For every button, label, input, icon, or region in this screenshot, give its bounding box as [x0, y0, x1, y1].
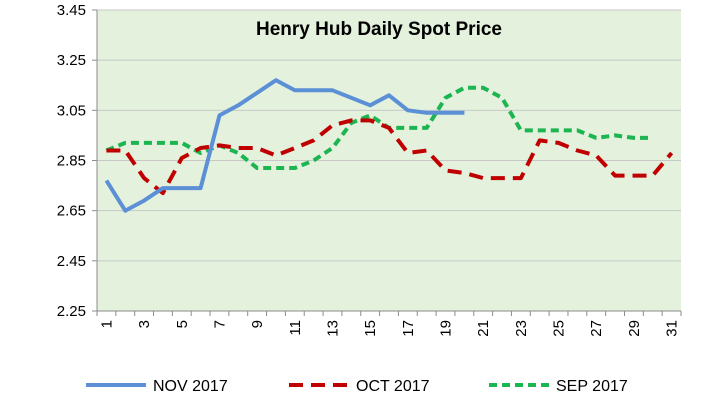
- y-tick-label: 2.85: [57, 153, 86, 170]
- y-tick-label: 3.25: [57, 52, 86, 69]
- legend-label: SEP 2017: [556, 378, 628, 395]
- x-tick-label: 29: [626, 320, 643, 337]
- x-tick-label: 25: [551, 320, 568, 337]
- x-tick-label: 5: [174, 320, 191, 328]
- chart-title: Henry Hub Daily Spot Price: [256, 19, 502, 40]
- x-tick-label: 9: [249, 320, 266, 328]
- y-tick-label: 2.65: [57, 203, 86, 220]
- legend: NOV 2017 OCT 2017 SEP 2017: [86, 378, 628, 395]
- gridlines: [97, 9, 681, 262]
- legend-label: OCT 2017: [356, 378, 430, 395]
- x-tick-label: 3: [136, 320, 153, 328]
- y-tick-label: 3.05: [57, 102, 86, 119]
- x-axis-ticks: 1 3 5 7 9 11 13 15 17 19 21 23 25 27 29 31: [96, 311, 682, 337]
- series-lines: [104, 78, 674, 213]
- x-tick-label: 1: [98, 320, 115, 328]
- x-tick-label: 13: [324, 320, 341, 337]
- x-tick-label: 21: [475, 320, 492, 337]
- y-tick-label: 2.45: [57, 253, 86, 270]
- x-tick-label: 31: [664, 320, 681, 337]
- x-tick-label: 23: [513, 320, 530, 337]
- series-line-nov-2017: [104, 78, 465, 213]
- x-tick-label: 27: [588, 320, 605, 337]
- series-line-oct-2017: [106, 118, 674, 196]
- y-tick-label: 2.25: [57, 303, 86, 320]
- legend-label: NOV 2017: [153, 378, 228, 395]
- x-tick-label: 15: [362, 320, 379, 337]
- x-tick-label: 7: [211, 320, 228, 328]
- x-tick-label: 17: [400, 320, 417, 337]
- x-tick-label: 19: [438, 320, 455, 337]
- y-axis-ticks: 2.25 2.45 2.65 2.85 3.05 3.25 3.45: [57, 2, 97, 320]
- y-tick-label: 3.45: [57, 2, 86, 19]
- x-tick-label: 11: [287, 320, 304, 336]
